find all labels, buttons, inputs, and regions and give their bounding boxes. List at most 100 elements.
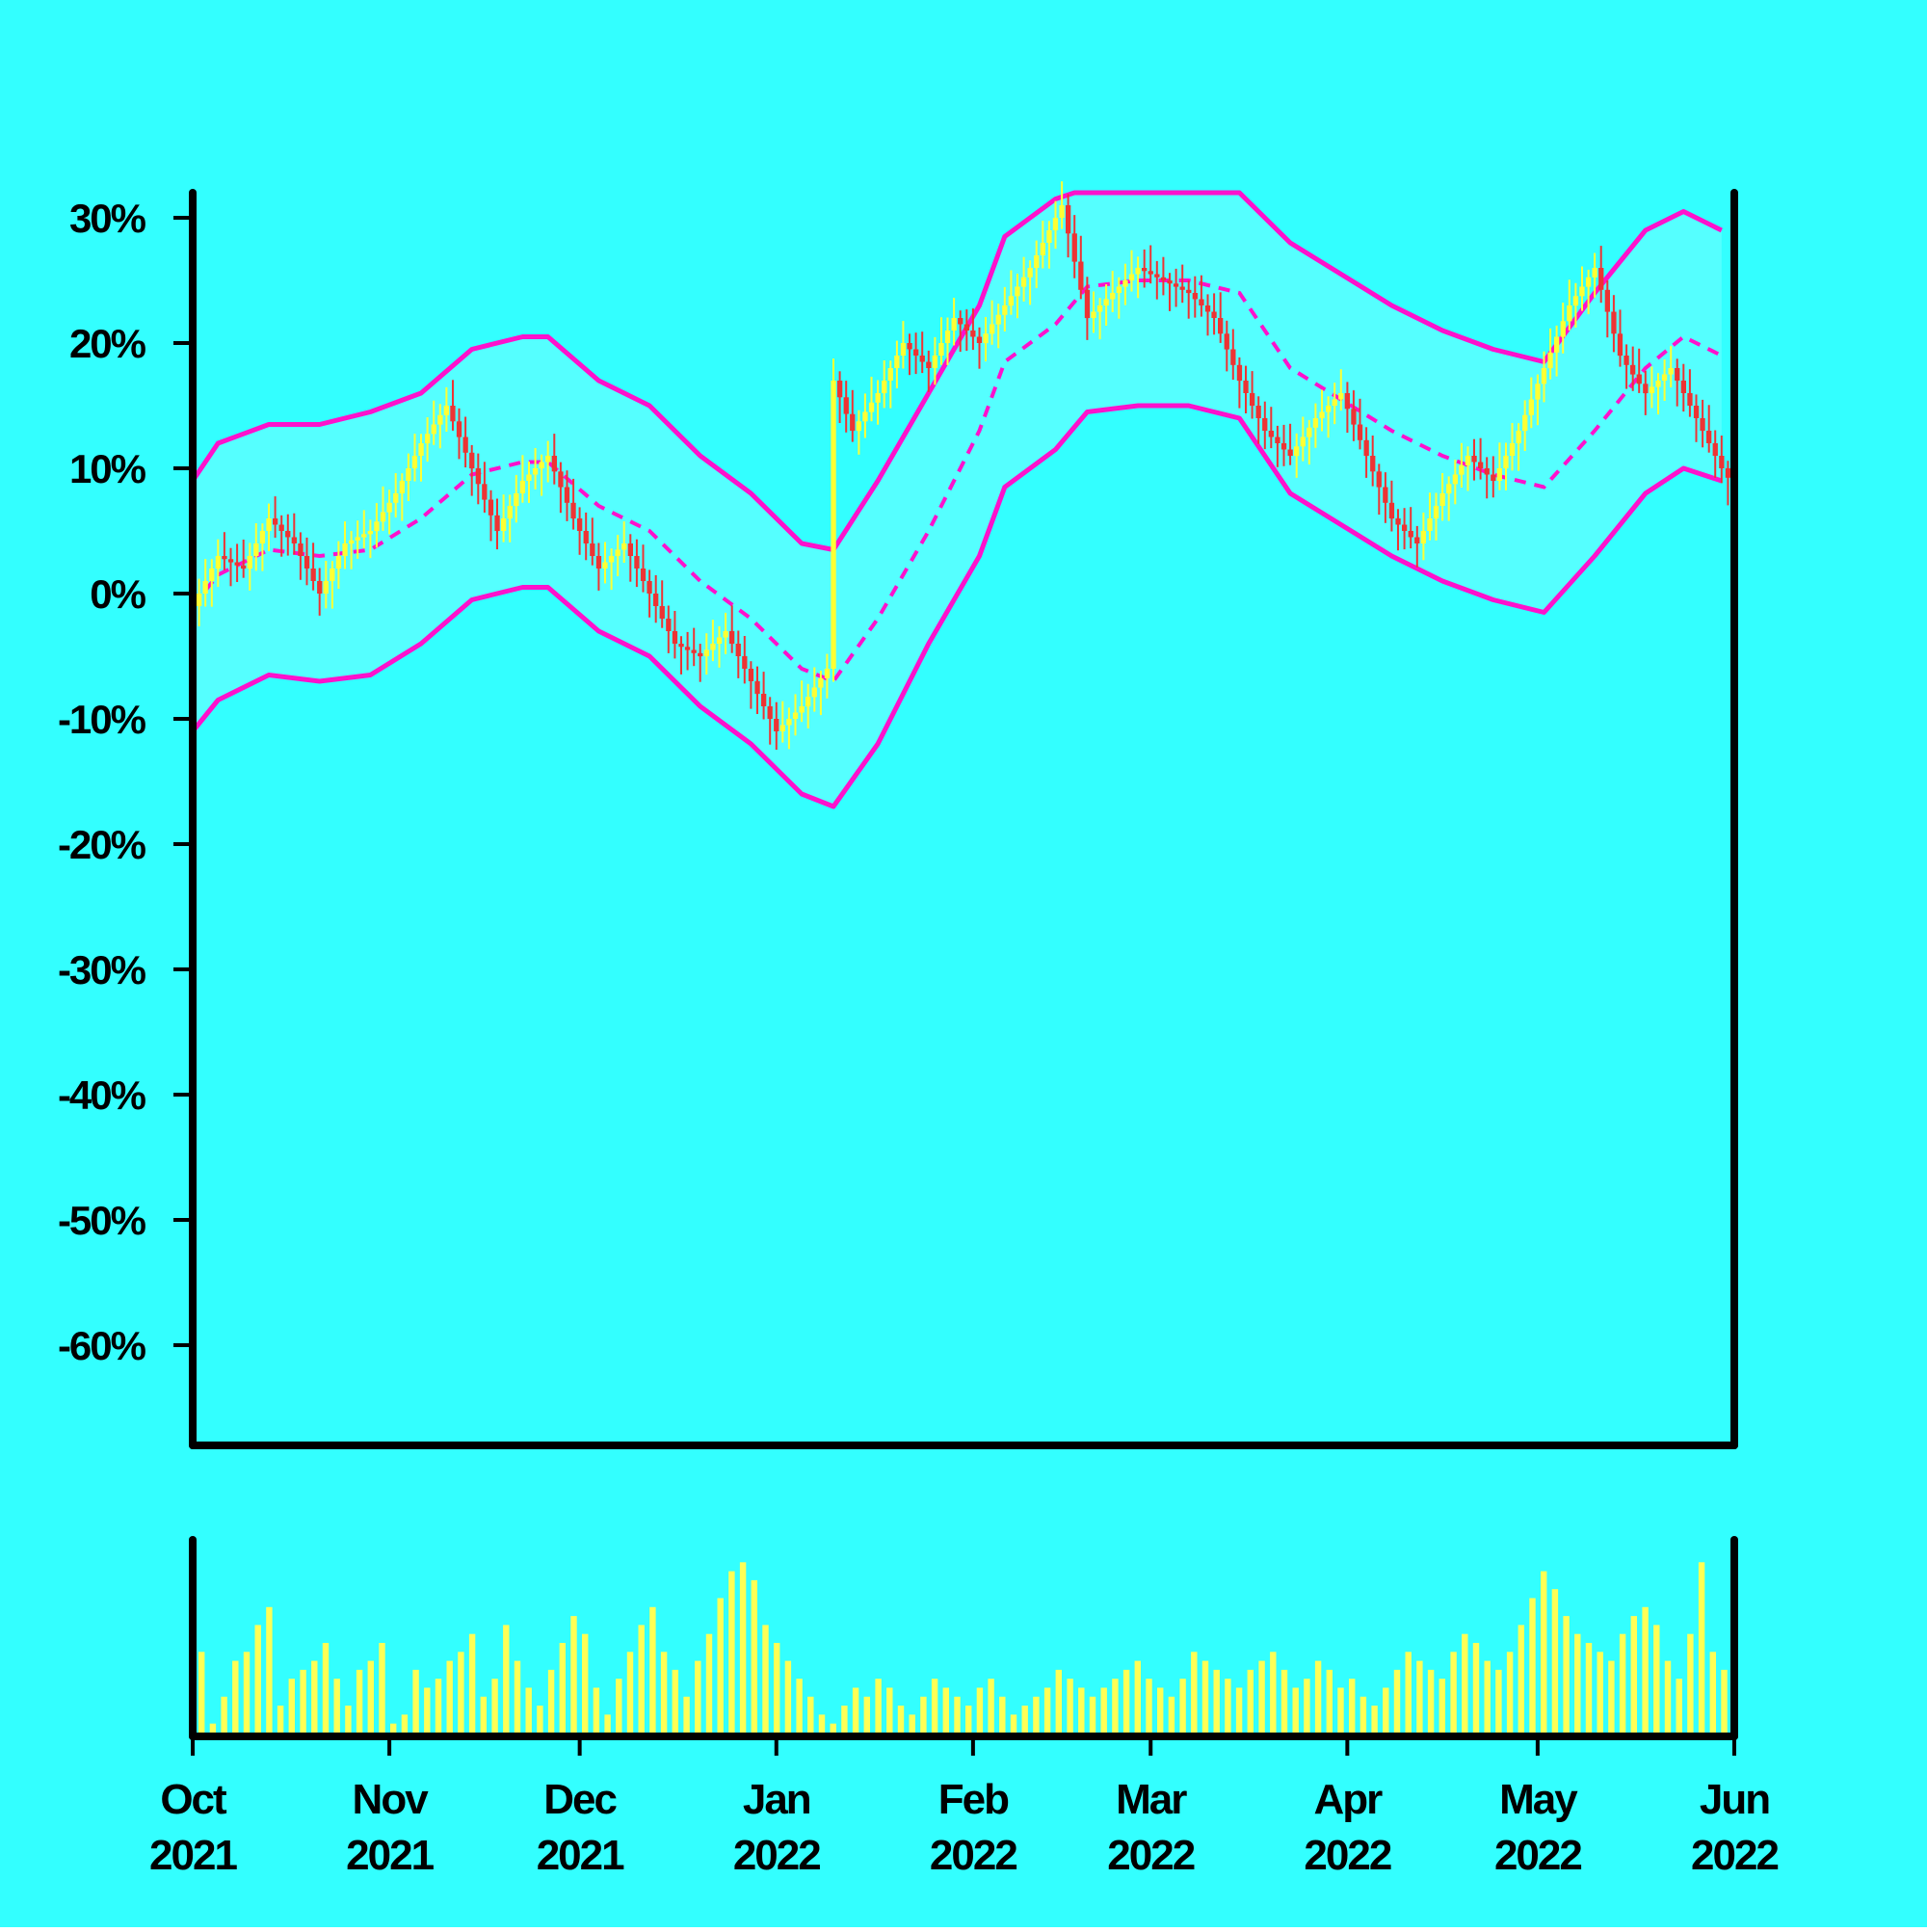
volume-bar xyxy=(1055,1669,1062,1733)
volume-bar xyxy=(1393,1669,1401,1733)
x-tick-year-label: 2022 xyxy=(1691,1832,1778,1879)
volume-bar xyxy=(1405,1652,1412,1733)
candle-body xyxy=(1636,374,1642,384)
volume-bar xyxy=(1146,1679,1152,1733)
price-panel-axes xyxy=(189,189,1738,1449)
candle-body xyxy=(1199,299,1204,305)
volume-bar xyxy=(660,1652,668,1733)
candle-body xyxy=(227,559,234,563)
candle-body xyxy=(900,343,907,356)
candle-body xyxy=(1186,289,1192,294)
candle-body xyxy=(672,631,678,644)
candle-body xyxy=(1459,464,1465,475)
candle-body xyxy=(335,556,342,569)
candle-body xyxy=(361,534,367,538)
candle-body xyxy=(1255,406,1261,418)
candle-body xyxy=(1478,462,1484,468)
volume-bar xyxy=(717,1598,724,1733)
candle-body xyxy=(919,356,925,362)
candle-body xyxy=(1643,384,1649,394)
candle-body xyxy=(1433,506,1439,518)
candle-body xyxy=(1370,456,1376,472)
candle-body xyxy=(1046,230,1052,243)
candle-body xyxy=(1528,399,1534,415)
candle-body xyxy=(1687,393,1693,406)
x-tick-year-label: 2022 xyxy=(930,1832,1016,1879)
candle-body xyxy=(1351,409,1357,425)
candle-body xyxy=(1211,311,1217,318)
x-tick-year-label: 2021 xyxy=(346,1832,434,1879)
candle-body xyxy=(475,468,481,485)
x-tick-month-label: May xyxy=(1499,1776,1578,1823)
candle-body xyxy=(545,456,551,463)
y-tick-label: 30% xyxy=(69,196,146,241)
volume-bar xyxy=(198,1652,205,1733)
volume-bar xyxy=(1067,1679,1073,1733)
candle-body xyxy=(1554,336,1560,353)
candle-body xyxy=(266,518,272,531)
volume-bar xyxy=(1201,1660,1209,1733)
volume-bar xyxy=(1122,1669,1130,1733)
candle-body xyxy=(1427,518,1433,531)
candle-body xyxy=(1103,299,1109,305)
volume-bar xyxy=(1010,1714,1017,1733)
candle-body xyxy=(1059,205,1065,218)
candle-body xyxy=(1307,427,1312,437)
volume-bar xyxy=(1687,1633,1694,1733)
candle-body xyxy=(590,543,595,556)
candle-body xyxy=(1541,368,1547,384)
candle-body xyxy=(1414,537,1420,543)
x-tick-year-label: 2022 xyxy=(1304,1832,1390,1879)
volume-bar xyxy=(1235,1687,1243,1733)
volume-bar xyxy=(1495,1669,1502,1733)
candle-body xyxy=(1547,352,1553,369)
volume-bar xyxy=(345,1706,352,1733)
volume-bar xyxy=(1033,1696,1040,1733)
volume-bar xyxy=(514,1660,521,1733)
candle-body xyxy=(1452,474,1458,485)
volume-bar xyxy=(254,1625,261,1733)
candle-body xyxy=(1471,456,1477,463)
volume-bar xyxy=(1563,1616,1570,1733)
candle-body xyxy=(259,531,266,543)
x-tick-year-label: 2022 xyxy=(733,1832,820,1879)
candle-body xyxy=(1496,468,1502,481)
candle-body xyxy=(710,644,716,650)
volume-bar xyxy=(1585,1643,1593,1733)
volume-bar xyxy=(1676,1679,1682,1733)
volume-bar xyxy=(863,1696,870,1733)
x-tick-month-label: Mar xyxy=(1116,1776,1187,1823)
volume-bar xyxy=(1653,1625,1660,1733)
y-tick-label: -40% xyxy=(58,1072,146,1118)
candle-body xyxy=(1712,443,1718,456)
volume-bar xyxy=(683,1696,690,1733)
volume-bar xyxy=(525,1687,532,1733)
y-tick-label: -30% xyxy=(58,947,146,992)
volume-bar xyxy=(920,1696,927,1733)
x-tick-month-label: Oct xyxy=(160,1776,227,1823)
candle-body xyxy=(1668,368,1674,375)
candle-body xyxy=(754,681,760,694)
candle-body xyxy=(1268,431,1274,437)
candle-body xyxy=(868,402,875,412)
volume-bar xyxy=(1349,1679,1356,1733)
volume-bar xyxy=(886,1687,893,1733)
candle-body xyxy=(215,556,221,569)
volume-bar xyxy=(626,1652,634,1733)
y-axis-ticks: 30% 20% 10% 0% -10% -20% -30% -40% -50% -60% xyxy=(58,196,193,1368)
candle-body xyxy=(519,481,526,493)
band-fill-area xyxy=(193,193,1722,807)
candle-body xyxy=(779,725,785,731)
candle-body xyxy=(1204,305,1211,312)
candle-body xyxy=(285,531,291,538)
volume-bar xyxy=(649,1606,656,1733)
volume-bar xyxy=(1472,1643,1480,1733)
volume-bar xyxy=(897,1706,905,1733)
volume-bar xyxy=(1314,1660,1322,1733)
candle-body xyxy=(1376,471,1382,488)
candle-body xyxy=(786,719,792,726)
candle-body xyxy=(608,556,615,563)
candle-body xyxy=(990,324,995,334)
candle-body xyxy=(1680,381,1686,393)
